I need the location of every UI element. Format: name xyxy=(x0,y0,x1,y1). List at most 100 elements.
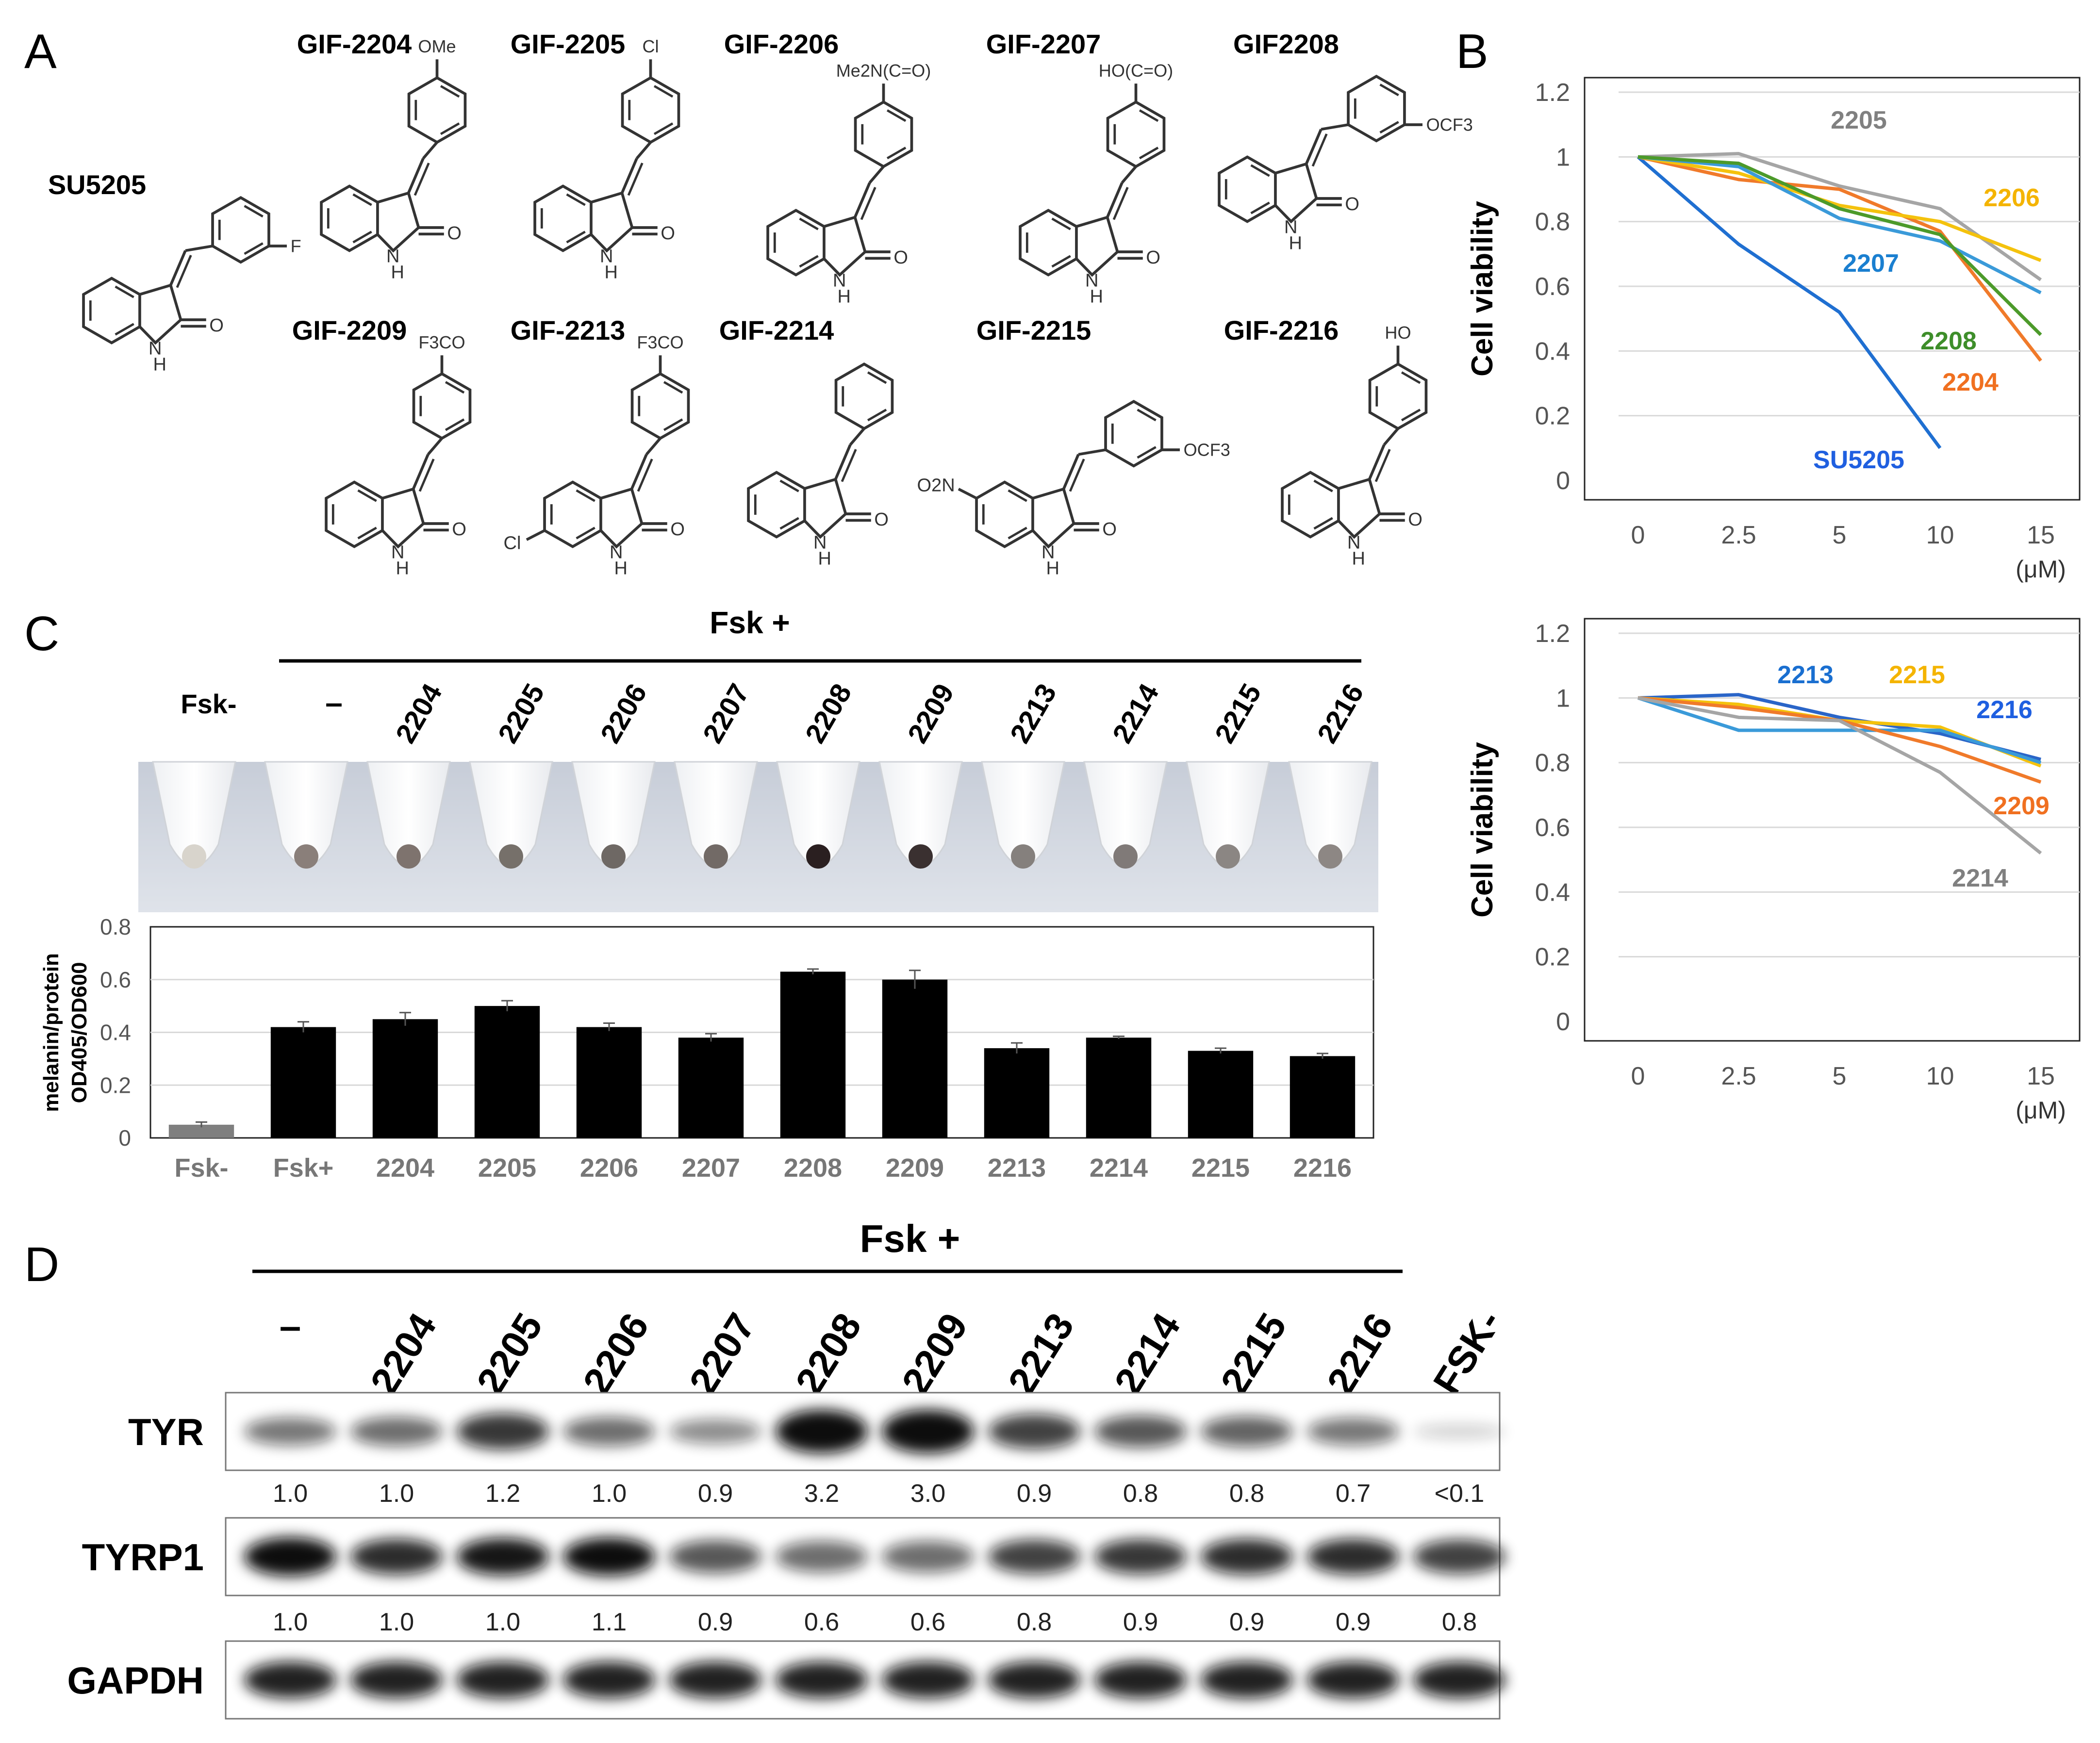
melanin-pellet xyxy=(294,844,318,869)
tube-dash-label: – xyxy=(325,685,343,720)
y-tick-label: 0.8 xyxy=(100,914,131,939)
carbonyl-o: O xyxy=(1345,194,1359,214)
aryl-link xyxy=(1121,165,1137,184)
x-tick-label: 2.5 xyxy=(1721,1062,1756,1090)
compound-gif-2214: GIF-2214 HN O xyxy=(719,315,893,569)
quant-value: 0.9 xyxy=(698,1480,733,1508)
quant-value: 1.0 xyxy=(485,1608,520,1636)
blot-band xyxy=(350,1539,443,1575)
indolinone-core xyxy=(768,183,891,275)
compound-gif-2215: GIF-2215 HN O OCF3 O2N xyxy=(917,315,1230,579)
tube-label: 2209 xyxy=(902,678,960,748)
nh-label: H xyxy=(1090,287,1103,307)
quant-value: 1.2 xyxy=(485,1480,520,1508)
compound-name: SU5205 xyxy=(48,169,146,200)
lane-label: 2213 xyxy=(1000,1306,1082,1402)
indolinone-core xyxy=(976,455,1099,547)
series-line-2207 xyxy=(1637,155,2042,295)
n-label: N xyxy=(1284,217,1297,237)
substituent: HO(C=O) xyxy=(1099,61,1173,81)
y-tick-label: 0.6 xyxy=(1535,814,1570,842)
panel-c: C Fsk + Fsk- – 2204 2205 2206 2207 2208 2209 2213 2… xyxy=(24,605,1378,1183)
blot-band xyxy=(882,1541,974,1573)
series-line-2204 xyxy=(1637,155,2042,362)
quant-value: 1.1 xyxy=(592,1608,627,1636)
n-label: N xyxy=(149,338,162,359)
tube xyxy=(366,761,451,869)
blot-band xyxy=(1307,1417,1399,1446)
melanin-pellet xyxy=(1113,844,1138,869)
substituent: F3CO xyxy=(637,332,683,352)
quant-value: 0.8 xyxy=(1017,1608,1052,1636)
tube-fsk-minus-label: Fsk- xyxy=(181,689,236,719)
melanin-pellet xyxy=(397,844,421,869)
indolinone-core xyxy=(748,445,871,537)
x-axis-unit: (μM) xyxy=(2016,1097,2066,1124)
indolinone-core xyxy=(535,159,658,251)
lane-label: 2215 xyxy=(1212,1306,1295,1402)
indolinone-core xyxy=(545,455,667,547)
quant-value: 3.0 xyxy=(910,1480,945,1508)
nh-label: H xyxy=(1046,559,1059,579)
carbonyl-o: O xyxy=(1146,247,1160,268)
blot-band xyxy=(669,1661,761,1698)
western-blot: Fsk + – 2204 2205 2206 2207 2208 2209 2213 2214 22… xyxy=(67,1217,1509,1720)
quant-value: 0.6 xyxy=(910,1608,945,1636)
quant-value: 1.0 xyxy=(379,1608,414,1636)
nh-label: H xyxy=(396,559,409,579)
substituent: OCF3 xyxy=(1426,115,1473,134)
indolinone-core xyxy=(326,455,449,547)
series-line-2214 xyxy=(1637,696,2042,855)
blot-band xyxy=(776,1410,868,1453)
cl-label: Cl xyxy=(504,533,521,553)
aryl-ring xyxy=(1370,364,1426,428)
aryl-link xyxy=(1078,448,1106,456)
blot-band xyxy=(1413,1424,1505,1439)
structure-4: HN O HO(C=O) xyxy=(1020,61,1173,307)
compound-name: GIF-2215 xyxy=(976,315,1091,345)
y-tick-label: 1.2 xyxy=(1535,79,1570,107)
n-label: N xyxy=(813,532,827,553)
x-tick-label: 2214 xyxy=(1090,1153,1148,1183)
quant-value: 0.9 xyxy=(1336,1608,1371,1636)
bar xyxy=(576,1027,642,1138)
quant-value: 0.8 xyxy=(1229,1480,1264,1508)
blot-band xyxy=(457,1413,549,1450)
bar xyxy=(270,1027,336,1138)
carbonyl-o: O xyxy=(893,247,908,268)
blot-band xyxy=(563,1537,655,1576)
melanin-pellet xyxy=(806,844,830,869)
aryl-ring xyxy=(856,102,912,166)
blot-band xyxy=(350,1661,443,1698)
blot-row-label: GAPDH xyxy=(67,1659,204,1702)
tube-label: 2213 xyxy=(1004,678,1063,748)
melanin-pellet xyxy=(909,844,933,869)
blot-band xyxy=(669,1540,761,1573)
y-tick-label: 0 xyxy=(118,1125,131,1151)
structure-5: HN O OCF3 xyxy=(1219,76,1473,254)
blot-band xyxy=(988,1661,1080,1698)
tube-label: 2204 xyxy=(390,678,448,748)
melanin-pellet xyxy=(182,844,206,869)
x-tick-label: 10 xyxy=(1926,1062,1954,1090)
aryl-ring xyxy=(1106,401,1162,466)
y-tick-label: 0.2 xyxy=(100,1072,131,1098)
aryl-link xyxy=(185,245,213,252)
tube-label: 2206 xyxy=(595,678,653,748)
substituent: HO xyxy=(1385,323,1411,343)
blot-band xyxy=(457,1661,549,1698)
tube xyxy=(1083,761,1168,869)
bar xyxy=(1188,1051,1254,1138)
x-tick-label: 10 xyxy=(1926,521,1954,549)
panel-label-b: B xyxy=(1456,24,1488,79)
x-tick-label: Fsk- xyxy=(174,1153,228,1183)
n-label: N xyxy=(610,542,623,562)
carbonyl-o: O xyxy=(209,315,224,336)
blot-fsk-plus-header: Fsk + xyxy=(860,1217,960,1260)
bar xyxy=(1290,1056,1356,1138)
quant-value: 0.9 xyxy=(1017,1480,1052,1508)
x-tick-label: 0 xyxy=(1631,521,1645,549)
n-label: N xyxy=(833,270,846,291)
